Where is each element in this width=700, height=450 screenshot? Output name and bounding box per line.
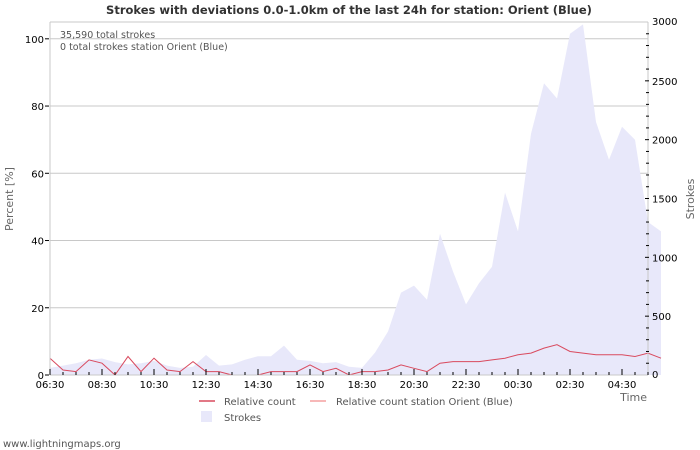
legend: Relative count Relative count station Or… — [199, 397, 513, 424]
right-tick-label: 3000 — [652, 17, 677, 28]
x-tick-label: 00:30 — [504, 380, 533, 391]
x-tick-label: 22:30 — [452, 380, 481, 391]
legend-label-relative-count-station: Relative count station Orient (Blue) — [336, 397, 513, 408]
left-tick-label: 0 — [38, 371, 44, 382]
relative-count-line — [49, 344, 662, 376]
left-tick-label: 80 — [31, 102, 44, 113]
legend-label-relative-count: Relative count — [224, 397, 296, 408]
x-tick-label: 02:30 — [556, 380, 585, 391]
right-tick-label: 2500 — [652, 77, 677, 88]
right-tick-label: 500 — [652, 312, 671, 323]
x-tick-label: 20:30 — [400, 380, 429, 391]
left-tick-label: 100 — [25, 35, 44, 46]
right-tick-label: 0 — [652, 370, 658, 381]
y-axis-right-label: Strokes — [684, 178, 697, 219]
y-axis-left-label: Percent [%] — [3, 167, 16, 231]
relative-count-line-layer — [49, 344, 662, 376]
strokes-area-layer — [50, 24, 661, 376]
left-tick-label: 40 — [31, 237, 44, 248]
x-axis-label: Time — [619, 391, 647, 404]
x-tick-label: 14:30 — [244, 380, 273, 391]
right-axis-ticks: 0 500 1000 1500 2000 2500 3000 — [645, 17, 677, 381]
right-tick-label: 1000 — [652, 253, 677, 264]
x-tick-label: 10:30 — [140, 380, 169, 391]
x-tick-label: 08:30 — [88, 380, 117, 391]
x-tick-label: 12:30 — [192, 380, 221, 391]
legend-label-strokes: Strokes — [224, 413, 261, 424]
right-tick-label: 1500 — [652, 195, 677, 206]
annotation-station-strokes: 0 total strokes station Orient (Blue) — [60, 42, 228, 53]
left-axis-ticks: 0 20 40 60 80 100 — [25, 35, 49, 382]
x-axis-ticks: 06:30 08:30 10:30 12:30 14:30 16:30 18:30 20:30… — [36, 369, 649, 391]
x-tick-label: 16:30 — [296, 380, 325, 391]
legend-swatch-strokes — [201, 411, 212, 422]
right-tick-label: 2000 — [652, 136, 677, 147]
left-tick-label: 60 — [31, 169, 44, 180]
annotation-total-strokes: 35,590 total strokes — [60, 30, 155, 41]
footer-site-link[interactable]: www.lightningmaps.org — [3, 439, 121, 450]
strokes-area — [50, 24, 661, 376]
x-tick-label: 06:30 — [36, 380, 65, 391]
left-tick-label: 20 — [31, 304, 44, 315]
chart-title: Strokes with deviations 0.0-1.0km of the… — [106, 3, 592, 17]
x-tick-label: 18:30 — [348, 380, 377, 391]
x-tick-label: 04:30 — [608, 380, 637, 391]
